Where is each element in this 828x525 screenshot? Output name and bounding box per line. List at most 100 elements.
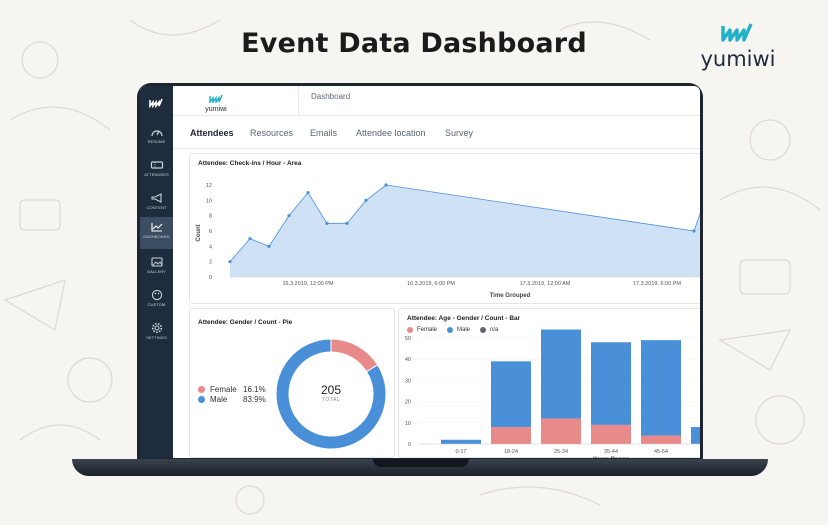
checkins-title: Attendee: Check-ins / Hour - Area [198,160,302,167]
sidebar-item-content[interactable]: CONTENT [140,188,173,220]
header-logo[interactable]: yumiwi [201,90,231,113]
age-title: Attendee: Age - Gender / Count - Bar [407,315,521,322]
y-tick-label: 6 [209,229,212,235]
x-tick-label: 45-54 [654,449,668,455]
sidebar-item-label: SETTINGS [146,335,167,340]
x-tick-label: 35-44 [604,449,618,455]
sidebar-item-custom[interactable]: CUSTOM [140,285,173,317]
x-axis-label: Time Grouped [490,293,531,299]
sidebar-item-attendees[interactable]: ATTENDEES [140,155,173,187]
image-icon [150,257,163,267]
legend-male-label: Male [210,395,228,404]
sidebar-item-dashboard[interactable]: DASHBOARD [140,217,173,249]
y-tick-label: 4 [209,244,212,250]
sidebar-item-label: ATTENDEES [144,172,169,177]
page-headline: Event Data Dashboard [241,28,587,59]
data-point [248,237,252,241]
tab-emails[interactable]: Emails [310,128,338,138]
data-point [384,183,388,187]
checkins-area-chart: 12 10 8 6 4 2 0 Count 16.3.2019, 12:00 PM 16.3.20… [196,183,700,299]
x-tick-label: 18-24 [504,449,518,455]
tabs-divider [173,148,700,149]
bar-female [591,424,631,444]
x-tick-label: 16.3.2019, 12:00 PM [282,281,333,287]
ticket-icon [150,161,163,169]
donut-center: 205 TOTAL [301,383,361,403]
tab-bar: Attendees Resources Emails Attendee loca… [173,124,700,146]
y-tick-label: 12 [206,183,212,189]
app-logo-icon [149,98,163,108]
checkins-panel: Attendee: Check-ins / Hour - Area 12 10 8 6… [189,153,700,304]
x-tick-label: 17.3.2019, 12:00 AM [520,281,571,287]
megaphone-icon [150,193,162,203]
top-bar: yumiwi Dashboard [173,86,700,116]
sidebar: RESUME ATTENDEES CONTENT DASHBOARD GALLE… [140,86,173,458]
x-tick-label: 25-34 [554,449,568,455]
data-point [228,260,232,264]
legend-na: n/a [480,327,498,333]
y-tick-label: 50 [405,336,411,342]
donut-total-value: 205 [320,383,342,397]
y-tick-label: 10 [206,198,212,204]
tab-attendees[interactable]: Attendees [190,128,234,138]
sidebar-item-label: CUSTOM [147,302,166,307]
y-tick-label: 40 [405,357,411,363]
na-swatch [480,327,487,333]
legend-female-pct: 16.1% [243,385,266,394]
laptop-base [72,459,768,476]
app-screen: RESUME ATTENDEES CONTENT DASHBOARD GALLE… [140,86,700,458]
brand-name: yumiwi [700,47,776,71]
legend-female-label: Female [417,327,438,333]
y-tick-label: 20 [405,400,411,406]
data-point [267,244,271,248]
bar-male [541,329,581,419]
sidebar-item-settings[interactable]: SETTINGS [140,318,173,350]
sidebar-item-label: GALLERY [146,269,167,274]
data-point [325,221,329,225]
male-swatch [447,327,454,333]
bar-male [691,427,700,444]
sidebar-item-resume[interactable]: RESUME [140,122,173,154]
brand-mark-icon [209,94,223,105]
tab-survey[interactable]: Survey [445,128,474,138]
sidebar-item-gallery[interactable]: GALLERY [140,252,173,284]
gauge-icon [150,130,163,137]
tab-attendee-location[interactable]: Attendee location [356,128,426,138]
data-point [306,191,310,195]
area-fill [230,185,700,277]
tab-resources[interactable]: Resources [250,128,294,138]
y-tick-label: 0 [408,442,411,448]
bar-female [491,427,531,444]
y-axis-label: Count [196,224,202,241]
legend-male: Male [447,327,470,333]
x-tick-label: 16.3.2019, 6:00 PM [407,281,455,287]
trend-chart-icon [150,223,162,232]
donut-slice-male [275,338,387,450]
x-tick-label: 0-17 [455,449,466,455]
age-bar-chart: 50 40 30 20 10 0 0-17 18-24 25-34 35-44 45-54 Years… [405,329,700,458]
bar-female [541,418,581,444]
gender-panel: Attendee: Gender / Count - Pie Female 16… [189,308,395,458]
legend-male-label: Male [457,327,471,333]
sidebar-item-label: DASHBOARD [143,234,170,239]
donut-slice-female [330,338,379,373]
age-legend: Female Male n/a [407,327,498,333]
female-swatch [198,386,205,393]
legend-female: Female [407,327,437,333]
data-point [364,198,368,202]
gender-donut-chart [275,338,387,450]
data-point [345,221,349,225]
header-logo-text: yumiwi [205,106,227,113]
legend-female: Female [198,385,237,394]
brand-mark-icon [721,23,753,42]
y-tick-label: 8 [209,214,212,220]
bar-male [441,439,481,444]
data-point [692,229,696,233]
x-axis-label: Years Range [593,457,630,458]
y-tick-label: 0 [209,275,212,281]
sidebar-item-label: RESUME [147,139,166,144]
data-point [287,214,291,218]
header-divider [298,86,299,116]
female-swatch [407,327,413,333]
legend-na-label: n/a [490,327,499,333]
